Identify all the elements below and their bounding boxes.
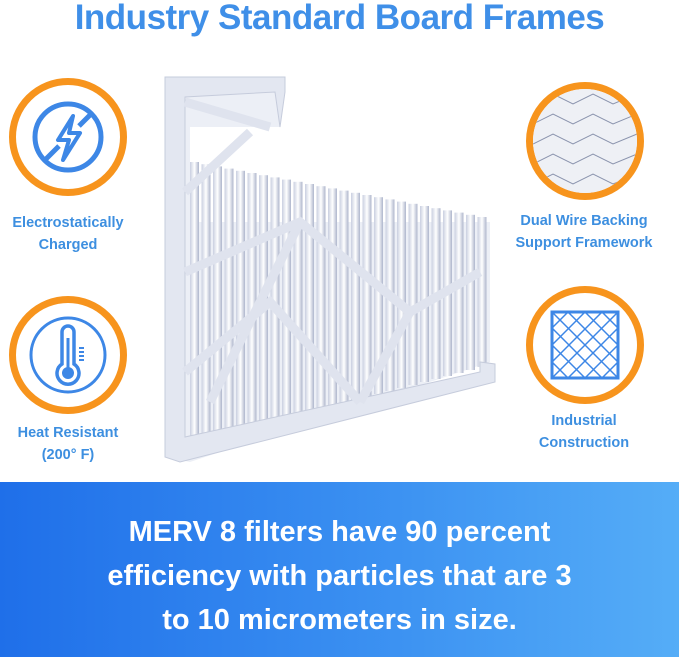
label-line: Heat Resistant: [17, 425, 119, 441]
filter-pleat: [224, 168, 234, 433]
filter-pleat: [293, 181, 303, 415]
heat-resistant-badge: [9, 296, 127, 414]
banner-text: MERV 8 filters have 90 percent efficienc…: [0, 510, 679, 642]
filter-pleat: [408, 203, 418, 385]
page-title: Industry Standard Board Frames: [74, 0, 605, 37]
filter-pleat: [397, 201, 406, 388]
filter-pleat: [305, 184, 314, 412]
label-line: Industrial: [551, 413, 617, 429]
feature-label-industrial: Industrial Construction: [494, 410, 674, 454]
feature-label-wire: Dual Wire Backing Support Framework: [494, 210, 674, 254]
filter-pleat: [247, 173, 257, 427]
feature-label-electrostatic: Electrostatically Charged: [0, 212, 158, 256]
label-line: Charged: [38, 237, 98, 253]
label-line: Support Framework: [515, 235, 653, 251]
filter-pleat: [339, 190, 349, 403]
filter-pleat: [213, 166, 222, 436]
banner-line: MERV 8 filters have 90 percent: [128, 516, 551, 548]
label-line: (200° F): [41, 447, 95, 463]
banner-line: to 10 micrometers in size.: [162, 604, 517, 636]
filter-pleat: [316, 186, 326, 409]
label-line: Electrostatically: [12, 215, 124, 231]
filter-pleat: [466, 214, 475, 370]
filter-pleat: [328, 188, 337, 406]
filter-pleat: [477, 217, 487, 367]
label-line: Construction: [538, 435, 630, 451]
filter-pleat: [362, 195, 372, 397]
thermometer-icon: [29, 316, 107, 394]
filter-pleat: [420, 206, 429, 382]
industrial-badge: [526, 286, 644, 404]
banner-line: efficiency with particles that are 3: [107, 560, 572, 592]
filter-pleat: [270, 177, 280, 421]
filter-pleat: [190, 162, 199, 442]
filter-pleat: [374, 197, 383, 394]
filter-pleat: [282, 179, 291, 418]
wire-mesh-photo: [533, 89, 637, 193]
wire-backing-badge: [526, 82, 644, 200]
feature-label-heat: Heat Resistant (200° F): [0, 422, 158, 466]
electrostatic-badge: [9, 78, 127, 196]
label-line: Dual Wire Backing: [520, 213, 648, 229]
lightning-no-static-icon: [32, 101, 104, 173]
grid-frame-icon: [550, 310, 620, 380]
merv-info-banner: MERV 8 filters have 90 percent efficienc…: [0, 482, 679, 657]
filter-pleat: [201, 164, 211, 439]
filter-pleat: [236, 170, 245, 431]
air-filter-illustration: [164, 76, 496, 463]
filter-pleat: [351, 192, 360, 400]
filter-pleat: [454, 212, 464, 373]
